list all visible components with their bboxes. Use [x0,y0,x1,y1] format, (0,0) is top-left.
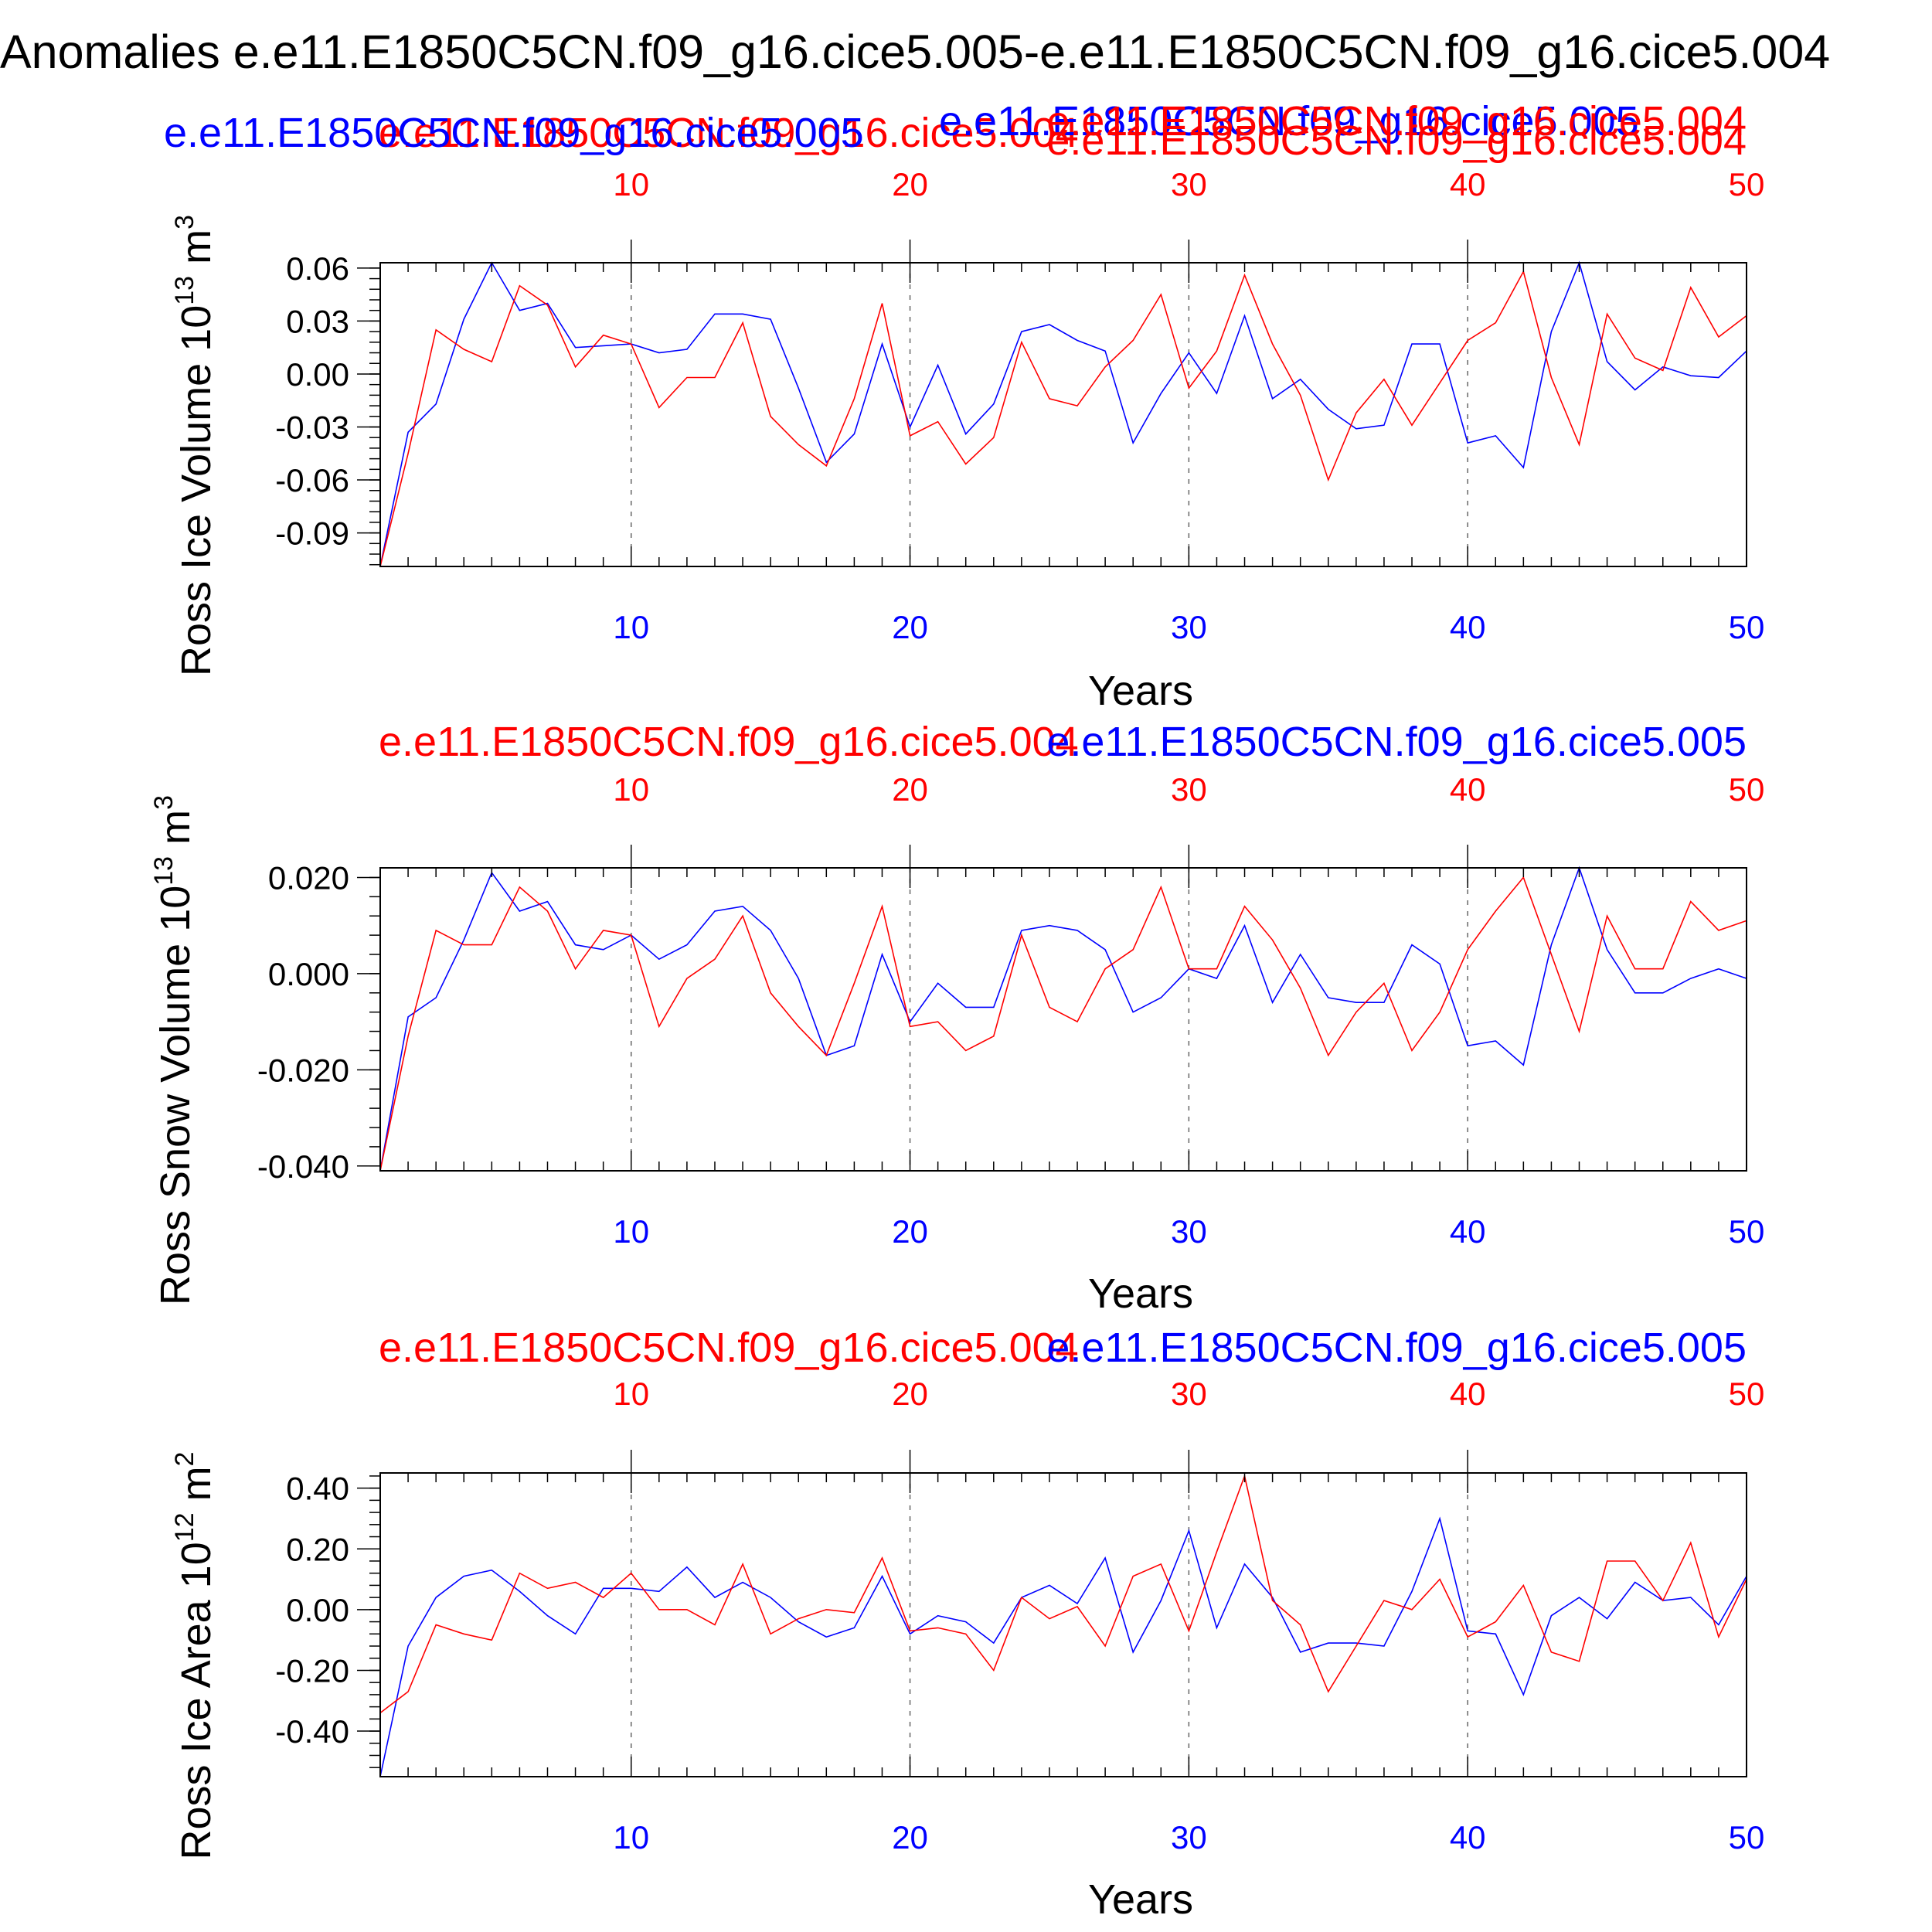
x-bottom-tick-label: 30 [1171,1213,1207,1250]
x-top-tick-label: 10 [613,1376,649,1412]
case-label-blue: e.e11.E1850C5CN.f09_g16.cice5.005 [1046,1325,1747,1371]
y-tick-label: 0.03 [286,303,349,339]
x-axis-label: Years [1088,668,1193,714]
plot-frame [379,262,1747,567]
x-top-tick-label: 10 [613,166,649,202]
x-top-tick-label: 20 [892,166,928,202]
y-tick-label: 0.20 [286,1531,349,1567]
x-bottom-tick-label: 30 [1171,609,1207,645]
x-bottom-tick-label: 10 [613,1819,649,1855]
x-top-tick-label: 10 [613,771,649,808]
series-line-blue [379,866,1747,1172]
x-bottom-tick-label: 40 [1450,1213,1486,1250]
y-axis-label: Ross Snow Volume 1013 m3 [149,795,199,1305]
series-line-blue [379,260,1747,567]
chart-panel-3: 10 10 20 20 30 30 40 40 50 50 0.40 0.20 0.00 -0.20 -0.… [170,1325,1764,1923]
figure-title: Anomalies e.e11.E1850C5CN.f09_g16.cice5.… [0,26,1830,78]
y-tick-label: 0.000 [268,956,349,992]
x-top-tick-label: 30 [1171,1376,1207,1412]
x-top-tick-label: 40 [1450,166,1486,202]
case-label-red: e.e11.E1850C5CN.f09_g16.cice5.004 [1046,117,1747,164]
y-tick-label: -0.40 [275,1713,349,1750]
y-tick-label: 0.020 [268,859,349,896]
x-bottom-tick-label: 20 [892,609,928,645]
case-label-red: e.e11.E1850C5CN.f09_g16.cice5.004 [379,110,1079,156]
plot-frame [379,1472,1747,1777]
x-bottom-tick-label: 40 [1450,609,1486,645]
x-bottom-tick-label: 50 [1729,1213,1765,1250]
x-top-tick-label: 50 [1729,771,1765,808]
series-line-blue [379,1516,1747,1777]
plot-frame [379,867,1747,1172]
x-axis-label: Years [1088,1270,1193,1317]
y-tick-label: -0.09 [275,515,349,552]
case-label-red: e.e11.E1850C5CN.f09_g16.cice5.004 [379,1325,1079,1371]
case-label-red: e.e11.E1850C5CN.f09_g16.cice5.004 [379,719,1079,765]
y-tick-label: 0.00 [286,1592,349,1628]
case-label-red: e.e11.E1850C5CN.f09_g16.cice5.004 [1046,98,1747,145]
x-bottom-tick-label: 40 [1450,1819,1486,1855]
y-tick-label: -0.020 [257,1052,349,1088]
y-tick-label: -0.20 [275,1652,349,1689]
x-bottom-tick-label: 10 [613,609,649,645]
chart-panel-1: 10 10 20 20 30 30 40 40 50 50 0.06 0.03 0.00 -0.03 -0.… [164,98,1764,714]
y-tick-label: 0.40 [286,1471,349,1507]
x-top-tick-label: 50 [1729,166,1765,202]
x-top-tick-label: 40 [1450,1376,1486,1412]
x-top-tick-label: 20 [892,1376,928,1412]
y-tick-label: 0.00 [286,356,349,393]
x-bottom-tick-label: 50 [1729,609,1765,645]
y-tick-label: -0.06 [275,462,349,498]
y-axis-label: Ross Ice Area 1012 m2 [170,1452,219,1860]
x-top-tick-label: 30 [1171,166,1207,202]
case-label-blue: e.e11.E1850C5CN.f09_g16.cice5.005 [164,110,864,156]
y-axis-label: Ross Ice Volume 1013 m3 [170,215,219,676]
x-bottom-tick-label: 20 [892,1819,928,1855]
case-label-blue: e.e11.E1850C5CN.f09_g16.cice5.005 [1046,719,1747,765]
x-top-tick-label: 40 [1450,771,1486,808]
chart-panel-2: 10 10 20 20 30 30 40 40 50 50 0.020 0.000 -0.020 -0.0… [149,719,1764,1317]
y-tick-label: 0.06 [286,250,349,287]
y-tick-label: -0.03 [275,409,349,445]
x-top-tick-label: 20 [892,771,928,808]
x-bottom-tick-label: 50 [1729,1819,1765,1855]
x-bottom-tick-label: 30 [1171,1819,1207,1855]
x-axis-label: Years [1088,1876,1193,1923]
series-line-red [379,1474,1747,1714]
x-top-tick-label: 50 [1729,1376,1765,1412]
x-top-tick-label: 30 [1171,771,1207,808]
x-bottom-tick-label: 20 [892,1213,928,1250]
y-tick-label: -0.040 [257,1148,349,1185]
case-label-blue: e.e11.E1850C5CN.f09_g16.cice5.005 [939,98,1639,145]
x-bottom-tick-label: 10 [613,1213,649,1250]
series-line-red [379,270,1747,567]
series-line-red [379,876,1747,1172]
